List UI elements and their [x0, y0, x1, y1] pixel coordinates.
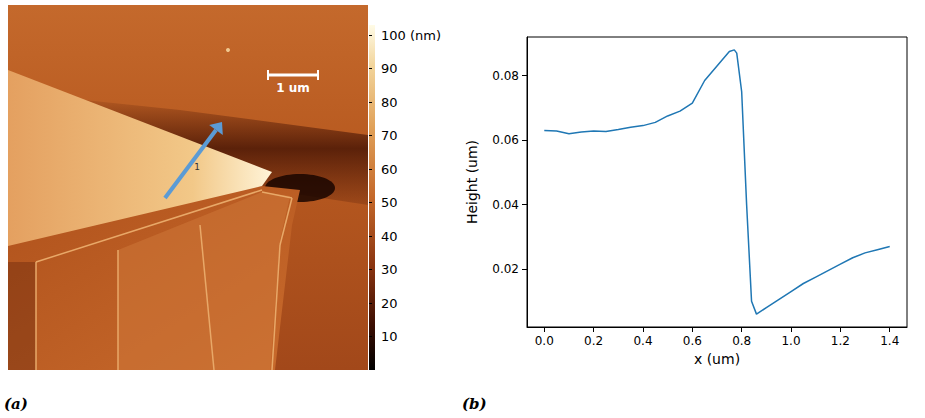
- svg-text:0.8: 0.8: [732, 334, 751, 348]
- svg-text:x (um): x (um): [694, 351, 740, 367]
- svg-text:20: 20: [381, 296, 398, 311]
- svg-text:40: 40: [381, 229, 398, 244]
- svg-text:90: 90: [381, 61, 398, 76]
- svg-text:80: 80: [381, 95, 398, 110]
- svg-text:0.08: 0.08: [492, 69, 519, 83]
- svg-text:1.2: 1.2: [831, 334, 850, 348]
- svg-text:0.04: 0.04: [492, 198, 519, 212]
- svg-text:0.06: 0.06: [492, 133, 519, 147]
- svg-text:(a): (a): [4, 395, 28, 413]
- svg-text:0.02: 0.02: [492, 262, 519, 276]
- svg-text:(b): (b): [462, 395, 487, 413]
- svg-text:30: 30: [381, 262, 398, 277]
- svg-text:Height (um): Height (um): [464, 140, 480, 224]
- svg-text:1: 1: [194, 162, 200, 172]
- svg-text:1 um: 1 um: [276, 81, 310, 95]
- svg-text:0.2: 0.2: [584, 334, 603, 348]
- svg-text:1.4: 1.4: [880, 334, 899, 348]
- svg-text:10: 10: [381, 329, 398, 344]
- svg-text:100 (nm): 100 (nm): [381, 28, 441, 43]
- svg-text:0.4: 0.4: [633, 334, 652, 348]
- svg-text:50: 50: [381, 195, 398, 210]
- svg-text:0.6: 0.6: [683, 334, 702, 348]
- svg-text:1.0: 1.0: [781, 334, 800, 348]
- svg-text:0.0: 0.0: [535, 334, 554, 348]
- svg-text:60: 60: [381, 162, 398, 177]
- svg-text:70: 70: [381, 128, 398, 143]
